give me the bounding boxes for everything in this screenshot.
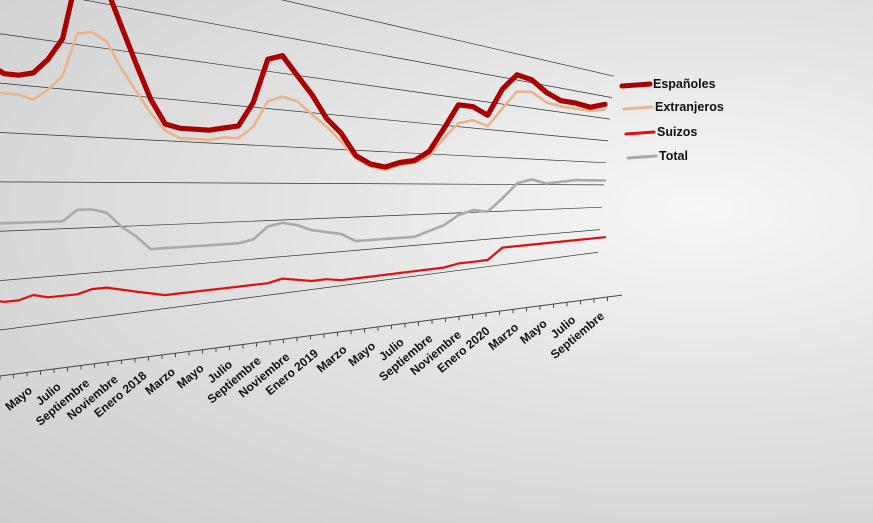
- legend-label: Extranjeros: [655, 100, 724, 114]
- x-tick-label: Mayo: [174, 361, 207, 391]
- gridline: [281, 0, 615, 77]
- x-tick-label: Marzo: [486, 320, 522, 353]
- series-line-total: [0, 178, 607, 251]
- gridline: [0, 206, 603, 232]
- gridline: [0, 33, 611, 120]
- gridline: [0, 82, 609, 142]
- legend-label: Total: [659, 149, 688, 163]
- chart-gridlines: [0, 0, 615, 331]
- series-line-suizos: [0, 236, 607, 303]
- series-line-españoles: [0, 0, 608, 170]
- series-line-extranjeros: [0, 30, 607, 171]
- x-tick-label: Mayo: [346, 339, 379, 369]
- chart-series-lines: [0, 0, 608, 303]
- x-tick-label: Mayo: [517, 316, 550, 346]
- gridline: [0, 132, 607, 164]
- legend-label: Españoles: [653, 77, 716, 91]
- gridline: [0, 251, 599, 331]
- gridline: [0, 181, 605, 186]
- legend-swatch: [624, 130, 656, 136]
- legend-label: Suizos: [657, 125, 697, 139]
- x-tick-label: Marzo: [314, 342, 350, 375]
- x-tick-label: Marzo: [142, 365, 178, 398]
- legend-swatch: [619, 81, 653, 89]
- gridline: [0, 229, 601, 281]
- legend-swatch: [622, 105, 654, 111]
- x-tick-label: Mayo: [2, 383, 35, 413]
- x-axis-line: [0, 294, 623, 377]
- chart-legend: Españoles Extranjeros Suizos Total: [619, 77, 724, 163]
- legend-swatch: [626, 154, 658, 160]
